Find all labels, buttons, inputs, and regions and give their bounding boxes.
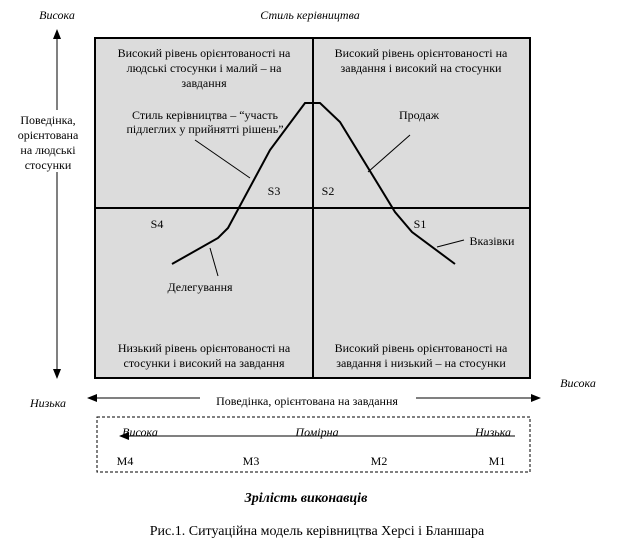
maturity-stage: M1	[489, 454, 506, 468]
title: Стиль керівництва	[260, 8, 359, 22]
quadrant-text: завдання і високий на стосунки	[341, 61, 503, 75]
y-axis-label: стосунки	[25, 158, 72, 172]
maturity-level: Висока	[122, 425, 158, 439]
label: Висока	[39, 8, 75, 22]
style-label: S2	[322, 184, 335, 198]
label: Низька	[29, 396, 66, 410]
annotation: Стиль керівництва – “участь	[132, 108, 278, 122]
style-label: S4	[151, 217, 164, 231]
maturity-stage: M2	[371, 454, 388, 468]
y-axis-label: на людські	[20, 143, 76, 157]
maturity-stage: M4	[117, 454, 134, 468]
maturity-level: Низька	[474, 425, 511, 439]
leader-line	[209, 247, 219, 277]
maturity-box	[96, 416, 531, 473]
leader-line	[367, 134, 411, 173]
quadrant-text: Високий рівень орієнтованості на	[335, 46, 508, 60]
quadrant-text: завдання і низький – на стосунки	[336, 356, 506, 370]
leader-line	[436, 239, 465, 248]
annotation: Продаж	[399, 108, 440, 122]
quadrant-text: людські стосунки і малий – на	[127, 61, 282, 75]
label-bg	[200, 391, 416, 407]
annotation: Делегування	[167, 280, 233, 294]
label-bg	[22, 110, 92, 172]
quadrant-text: Низький рівень орієнтованості на	[118, 341, 291, 355]
leader-line	[194, 139, 251, 179]
quadrant-text: Високий рівень орієнтованості на	[335, 341, 508, 355]
quadrant-text: Високий рівень орієнтованості на	[118, 46, 291, 60]
maturity-stage: M3	[243, 454, 260, 468]
leadership-curve	[171, 102, 456, 265]
annotation: Вказівки	[470, 234, 516, 248]
quadrant-text: стосунки і високий на завдання	[124, 356, 285, 370]
label: Висока	[560, 376, 596, 390]
maturity-level: Помірна	[294, 425, 338, 439]
style-label: S3	[268, 184, 281, 198]
quadrant-text: завдання	[181, 76, 227, 90]
y-axis-label: орієнтована	[18, 128, 79, 142]
annotation: підлеглих у прийнятті рішень”	[126, 122, 283, 136]
style-label: S1	[414, 217, 427, 231]
maturity-title: Зрілість виконавців	[244, 491, 368, 506]
caption: Рис.1. Ситуаційна модель керівництва Хер…	[150, 524, 485, 539]
x-axis-label: Поведінка, орієнтована на завдання	[216, 394, 398, 408]
y-axis-label: Поведінка,	[20, 113, 75, 127]
